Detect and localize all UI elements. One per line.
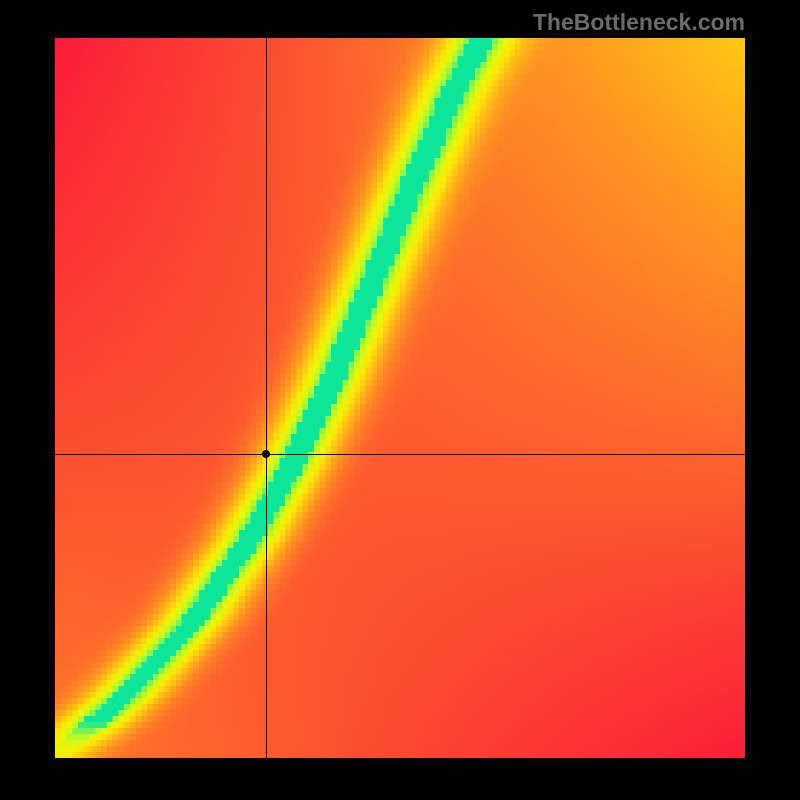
crosshair-vertical bbox=[266, 38, 267, 758]
crosshair-horizontal bbox=[55, 454, 745, 455]
crosshair-marker bbox=[262, 450, 270, 458]
heatmap-canvas bbox=[55, 38, 745, 758]
watermark-text: TheBottleneck.com bbox=[533, 9, 745, 36]
